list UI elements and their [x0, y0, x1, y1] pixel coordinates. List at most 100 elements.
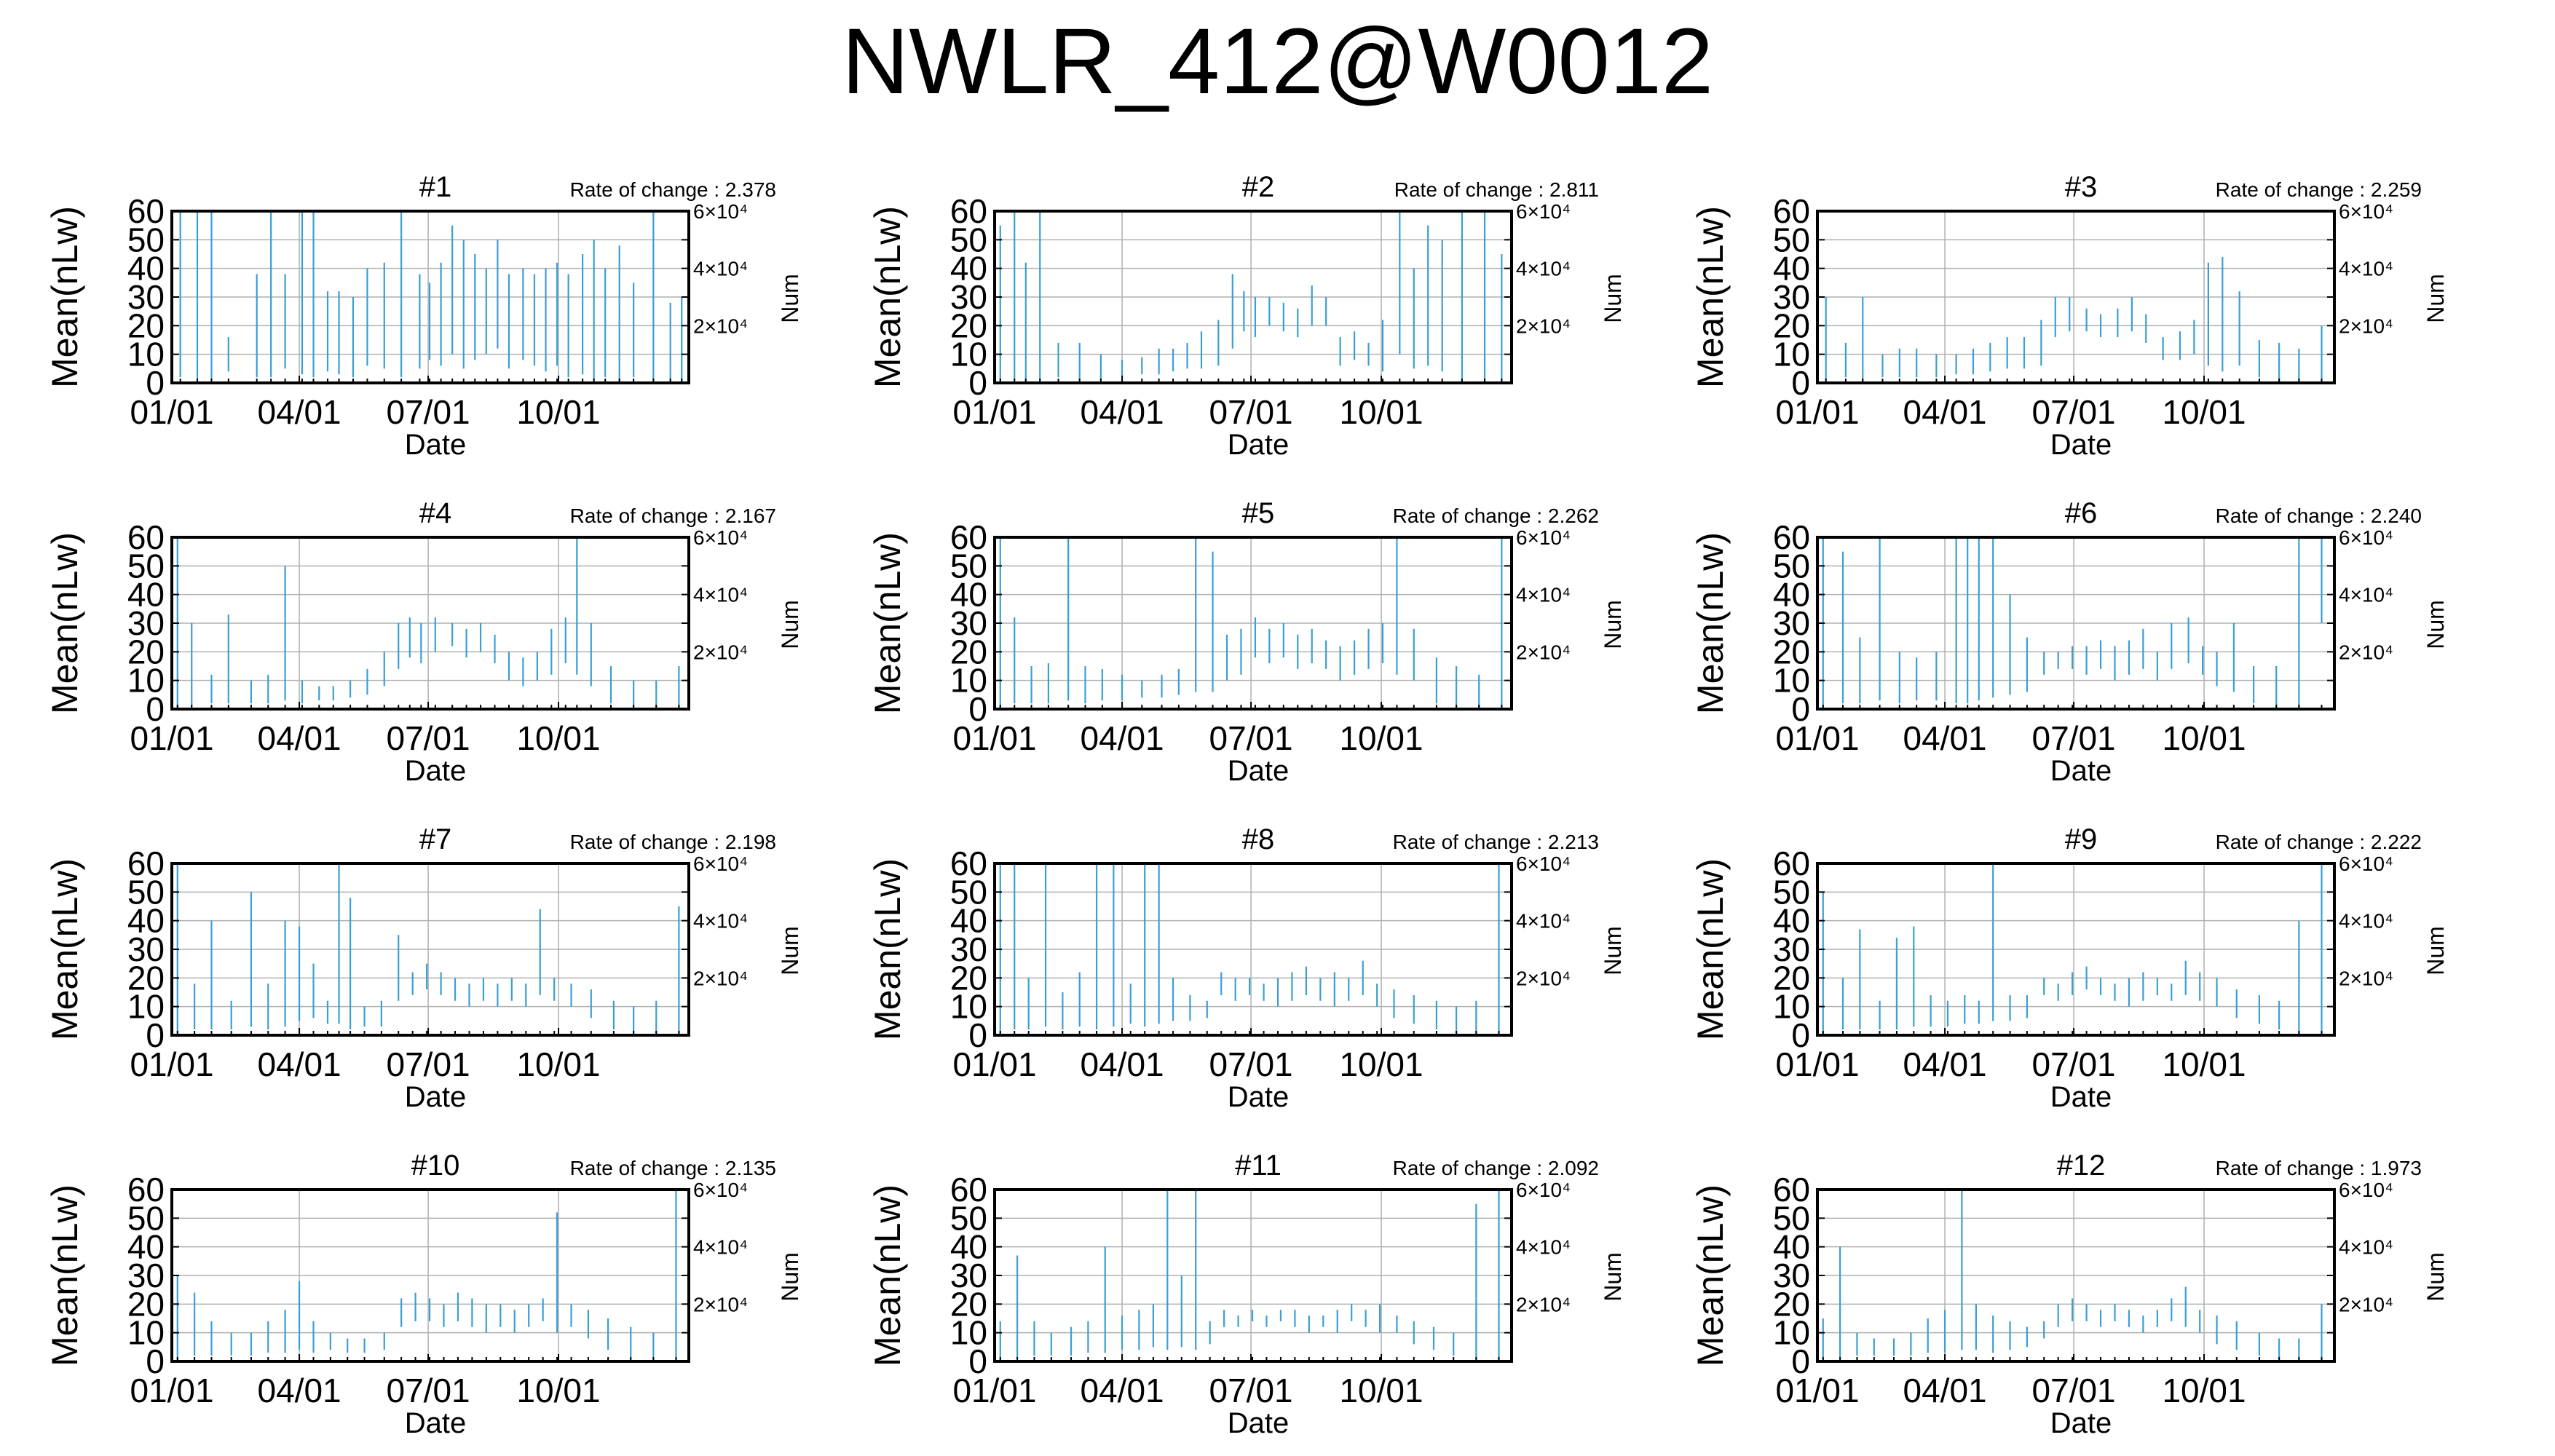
y2-tick-label: 4×10⁴ [693, 910, 748, 933]
y-axis-label: Mean(nLw) [867, 206, 908, 388]
y-tick-label: 10 [127, 336, 165, 373]
y2-tick-label: 4×10⁴ [1516, 258, 1571, 280]
x-tick-label: 01/01 [1775, 1372, 1859, 1409]
x-axis-label: Date [405, 1407, 467, 1439]
y-tick-label: 30 [127, 930, 165, 968]
y-tick-label: 40 [1773, 1228, 1810, 1266]
y2-tick-label: 4×10⁴ [2339, 910, 2393, 933]
rate-of-change-label: Rate of change : 2.811 [1394, 178, 1599, 201]
y-tick-label: 10 [1773, 988, 1810, 1026]
panel-title: #8 [1242, 823, 1275, 855]
rate-of-change-label: Rate of change : 2.213 [1393, 831, 1599, 853]
x-tick-label: 10/01 [1339, 1372, 1423, 1409]
y-tick-label: 40 [950, 576, 987, 614]
y2-tick-label: 4×10⁴ [693, 1236, 748, 1259]
y-tick-label: 10 [127, 1314, 165, 1352]
x-tick-label: 07/01 [2032, 1045, 2116, 1083]
x-axis-label: Date [2050, 1081, 2112, 1113]
x-axis-label: Date [2050, 429, 2112, 461]
x-tick-label: 04/01 [1903, 393, 1987, 431]
y-tick-label: 20 [1773, 959, 1810, 997]
y-tick-label: 60 [127, 844, 165, 882]
rate-of-change-label: Rate of change : 2.378 [570, 178, 776, 201]
x-tick-label: 04/01 [258, 719, 341, 757]
y-tick-label: 60 [127, 1171, 165, 1208]
x-tick-label: 04/01 [1903, 719, 1987, 757]
y-tick-label: 60 [1773, 1171, 1810, 1208]
x-tick-label: 04/01 [1903, 1372, 1987, 1409]
x-tick-label: 01/01 [1775, 719, 1859, 757]
rate-of-change-label: Rate of change : 2.198 [570, 831, 776, 853]
y-tick-label: 60 [1773, 844, 1810, 882]
y2-tick-label: 4×10⁴ [2339, 258, 2393, 280]
x-tick-label: 07/01 [387, 719, 470, 757]
x-tick-label: 04/01 [1903, 1045, 1987, 1083]
x-axis-label: Date [405, 755, 467, 787]
y-tick-label: 50 [950, 221, 987, 258]
y2-tick-label: 6×10⁴ [2339, 526, 2393, 549]
y-tick-label: 50 [127, 1199, 165, 1237]
y-tick-label: 0 [146, 690, 165, 728]
y-tick-label: 60 [950, 192, 987, 230]
y-axis-label: Mean(nLw) [1690, 1184, 1731, 1366]
y-tick-label: 0 [1791, 690, 1810, 728]
y2-tick-label: 2×10⁴ [2339, 967, 2393, 989]
panel-title: #6 [2065, 497, 2098, 529]
y-tick-label: 10 [950, 662, 987, 700]
x-axis-label: Date [2050, 1407, 2112, 1439]
y-tick-label: 40 [127, 902, 165, 940]
y-tick-label: 20 [127, 633, 165, 670]
y-tick-label: 50 [127, 547, 165, 585]
y-tick-label: 50 [950, 547, 987, 585]
y-tick-label: 20 [950, 959, 987, 997]
y-axis-label: Mean(nLw) [1690, 858, 1731, 1040]
y2-tick-label: 6×10⁴ [1516, 526, 1571, 549]
panel-title: #3 [2065, 171, 2098, 203]
y2-axis-label: Num [2422, 600, 2449, 649]
x-tick-label: 07/01 [1209, 393, 1293, 431]
x-tick-label: 01/01 [952, 719, 1036, 757]
y-axis-label: Mean(nLw) [44, 206, 85, 388]
x-tick-label: 01/01 [952, 393, 1036, 431]
x-tick-label: 10/01 [2162, 719, 2246, 757]
y-tick-label: 30 [1773, 278, 1810, 316]
x-tick-label: 01/01 [952, 1045, 1036, 1083]
panel-title: #7 [419, 823, 452, 855]
y-tick-label: 50 [127, 221, 165, 258]
y-tick-label: 20 [950, 306, 987, 344]
y-tick-label: 40 [127, 576, 165, 614]
y-tick-label: 60 [950, 1171, 987, 1208]
y2-tick-label: 2×10⁴ [2339, 314, 2393, 337]
y-tick-label: 40 [950, 250, 987, 288]
y-tick-label: 50 [1773, 221, 1810, 258]
y-tick-label: 50 [950, 873, 987, 911]
x-tick-label: 10/01 [2162, 1045, 2246, 1083]
x-tick-label: 07/01 [1209, 1045, 1293, 1083]
y-tick-label: 60 [1773, 518, 1810, 556]
x-tick-label: 10/01 [1339, 719, 1423, 757]
y-axis-label: Mean(nLw) [44, 858, 85, 1040]
y-tick-label: 50 [1773, 1199, 1810, 1237]
y-tick-label: 10 [1773, 662, 1810, 700]
y2-axis-label: Num [1600, 274, 1626, 323]
y2-tick-label: 4×10⁴ [693, 258, 748, 280]
y2-axis-label: Num [1600, 600, 1626, 649]
x-axis-label: Date [1228, 1081, 1290, 1113]
y2-tick-label: 6×10⁴ [1516, 200, 1571, 223]
panel-title: #4 [419, 497, 452, 529]
x-tick-label: 01/01 [130, 393, 213, 431]
y2-tick-label: 6×10⁴ [693, 852, 748, 875]
y-tick-label: 20 [127, 959, 165, 997]
x-tick-label: 04/01 [1081, 1045, 1164, 1083]
x-tick-label: 10/01 [516, 1045, 600, 1083]
y-tick-label: 30 [1773, 1257, 1810, 1294]
y-tick-label: 20 [950, 633, 987, 670]
y-tick-label: 50 [1773, 873, 1810, 911]
y2-axis-label: Num [1600, 926, 1626, 976]
y-tick-label: 10 [127, 988, 165, 1026]
y-tick-label: 20 [1773, 633, 1810, 670]
y2-tick-label: 2×10⁴ [1516, 314, 1571, 337]
